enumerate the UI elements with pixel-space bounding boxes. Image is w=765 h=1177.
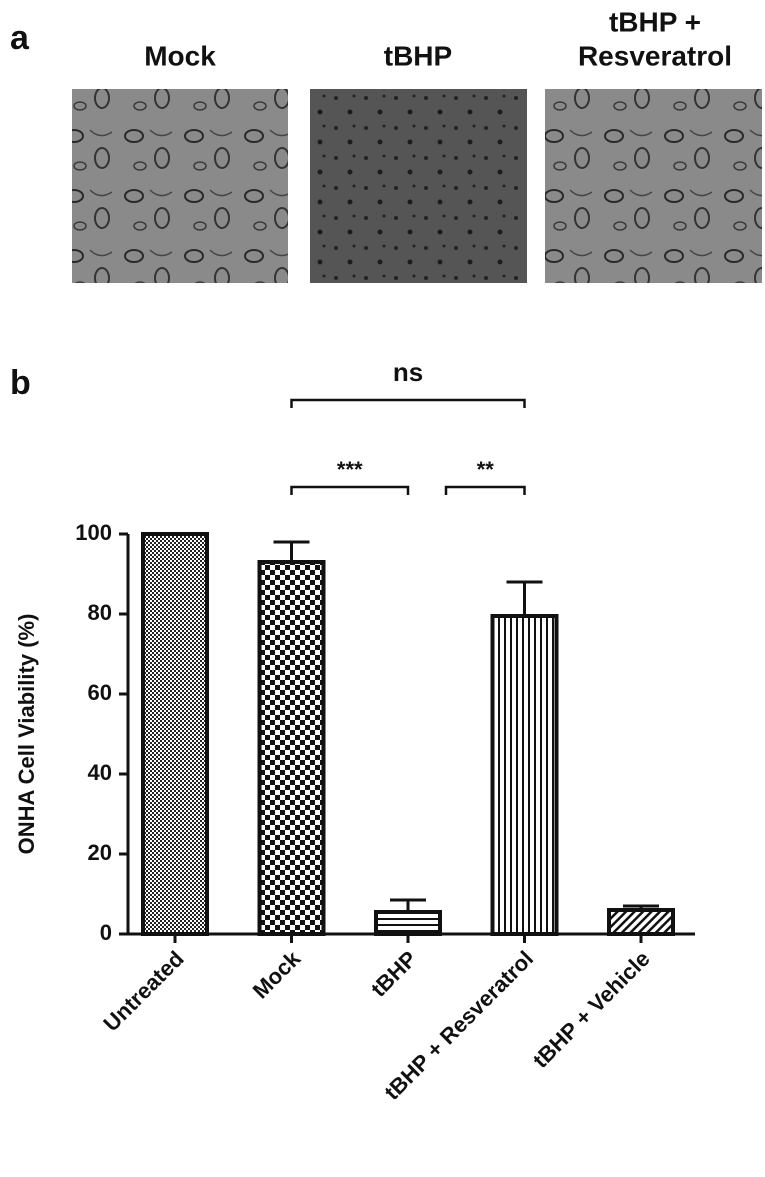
y-tick-label: 100 [75,520,112,545]
bar [490,614,559,936]
x-tick-label: Mock [248,945,306,1003]
y-tick-label: 40 [88,760,112,785]
significance-label: *** [337,457,363,482]
significance-bracket [290,398,526,408]
significance-label: ** [477,457,495,482]
bar [141,532,209,936]
bar [374,910,442,936]
micrograph [310,89,527,283]
bar [257,560,326,936]
y-tick-label: 80 [88,600,112,625]
y-tick-label: 60 [88,680,112,705]
y-axis-title: ONHA Cell Viability (%) [14,614,39,855]
y-tick-label: 0 [100,920,112,945]
x-tick-label: tBHP + Vehicle [528,946,655,1073]
bar [607,908,675,936]
image-title: Resveratrol [578,40,732,71]
panel-label: b [10,364,31,402]
panel-label: a [10,19,30,57]
image-title: tBHP + [609,6,701,37]
significance-bracket [444,485,526,495]
image-title: tBHP [384,40,452,71]
x-tick-label: tBHP [366,946,422,1002]
micrograph [545,89,762,283]
significance-label: ns [393,357,423,387]
micrograph [72,89,288,283]
y-tick-label: 20 [88,840,112,865]
image-title: Mock [144,40,216,71]
x-tick-label: Untreated [98,946,188,1036]
significance-bracket [290,485,410,495]
